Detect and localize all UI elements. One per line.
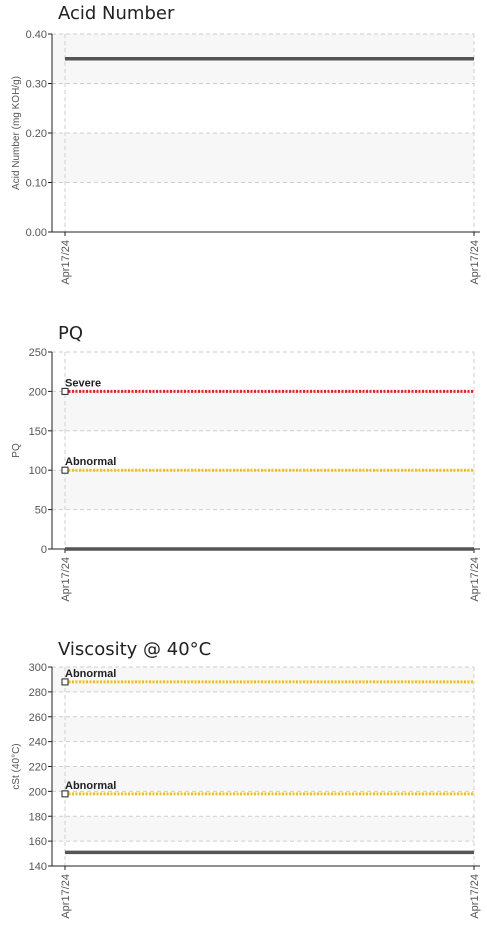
x-tick-label: Apr17/24 xyxy=(469,874,481,919)
threshold-marker xyxy=(61,790,69,798)
grid-band xyxy=(52,667,474,692)
grid-band xyxy=(52,430,474,471)
acid-number-chart: 0.00 0.10 0.20 0.30 0.40 Acid Number (mg KOH/… xyxy=(11,29,481,285)
grid-band xyxy=(52,691,474,717)
y-tick-label: 0.20 xyxy=(26,128,47,140)
y-axis-label: cSt (40°C) xyxy=(11,743,22,789)
y-tick-label: 0.10 xyxy=(26,178,47,190)
threshold-label: Abnormal xyxy=(65,456,116,468)
y-tick-label: 240 xyxy=(29,737,47,749)
grid-band xyxy=(52,741,474,767)
threshold-marker xyxy=(61,387,69,395)
y-tick-label: 200 xyxy=(29,386,47,398)
viscosity-chart: 140 160 180 200 220 240 260 280 300 cSt (40°C) Apr… xyxy=(11,662,481,919)
chart-panel-pq: PQ 0 50 100 150 200 250 PQ Apr17/24 Apr17/24 Seve… xyxy=(0,320,487,620)
chart-title: Acid Number xyxy=(58,3,175,24)
x-tick-label: Apr17/24 xyxy=(60,874,72,919)
y-tick-label: 0.00 xyxy=(26,227,47,239)
grid-band xyxy=(52,470,474,510)
grid-band xyxy=(52,182,474,232)
grid-band xyxy=(52,391,474,431)
x-tick-label: Apr17/24 xyxy=(60,557,72,602)
y-tick-label: 50 xyxy=(35,505,47,517)
x-tick-label: Apr17/24 xyxy=(60,240,72,285)
y-tick-label: 220 xyxy=(29,762,47,774)
grid-band xyxy=(52,716,474,742)
grid-band xyxy=(52,83,474,133)
threshold-marker xyxy=(61,678,69,686)
threshold-label: Severe xyxy=(65,377,101,389)
chart-panel-acid-number: Acid Number 0.00 0.10 0.20 0.30 0.40 Acid Num… xyxy=(0,0,487,300)
grid-band xyxy=(52,509,474,549)
grid-band xyxy=(52,791,474,817)
x-tick-label: Apr17/24 xyxy=(469,557,481,602)
grid-band xyxy=(52,352,474,392)
pq-chart: 0 50 100 150 200 250 PQ Apr17/24 Apr17/24 Severe A… xyxy=(11,347,481,602)
y-tick-label: 0.40 xyxy=(26,29,47,41)
y-tick-label: 200 xyxy=(29,786,47,798)
threshold-label: Abnormal xyxy=(65,780,116,792)
threshold-label: Abnormal xyxy=(65,668,116,680)
y-tick-label: 280 xyxy=(29,687,47,699)
y-tick-label: 0.30 xyxy=(26,79,47,91)
grid-band xyxy=(52,766,474,792)
grid-band xyxy=(52,133,474,183)
chart-title: PQ xyxy=(58,323,84,344)
y-axis-label: Acid Number (mg KOH/g) xyxy=(11,76,22,190)
chart-title: Viscosity @ 40°C xyxy=(58,639,212,660)
y-tick-label: 300 xyxy=(29,662,47,674)
grid-band xyxy=(52,816,474,842)
y-tick-label: 160 xyxy=(29,836,47,848)
y-tick-label: 150 xyxy=(29,426,47,438)
x-tick-label: Apr17/24 xyxy=(469,240,481,285)
y-axis-label: PQ xyxy=(11,443,22,458)
y-tick-label: 250 xyxy=(29,347,47,359)
y-tick-label: 180 xyxy=(29,811,47,823)
y-tick-label: 100 xyxy=(29,465,47,477)
y-tick-label: 260 xyxy=(29,712,47,724)
y-tick-label: 140 xyxy=(29,861,47,873)
chart-panel-viscosity: Viscosity @ 40°C 140 160 180 200 220 240 260 28… xyxy=(0,636,487,929)
threshold-marker xyxy=(61,466,69,474)
y-tick-label: 0 xyxy=(41,544,47,556)
